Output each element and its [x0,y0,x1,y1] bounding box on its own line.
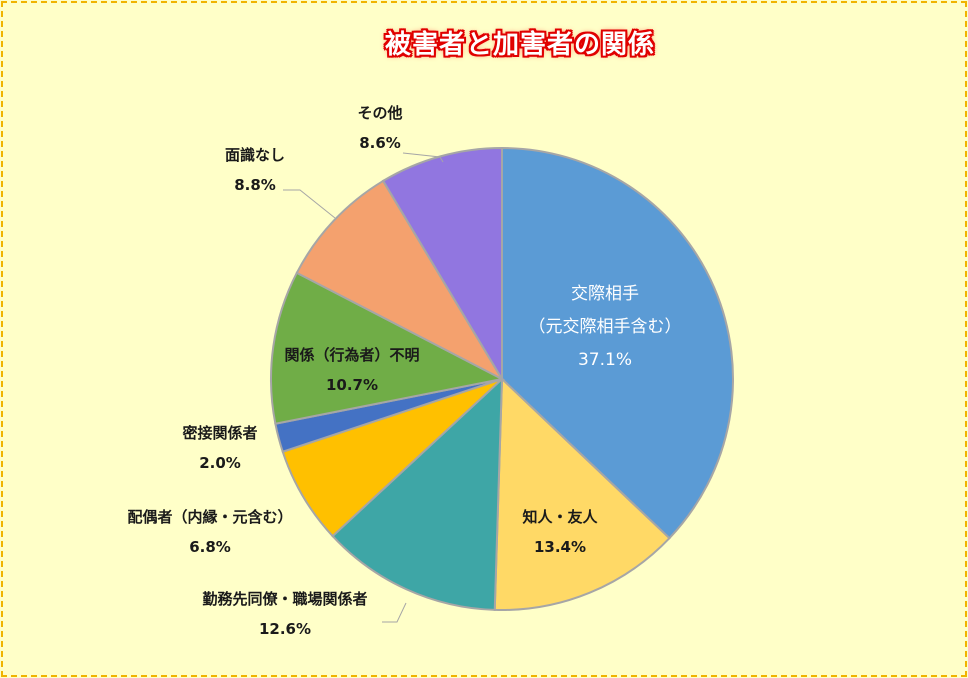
leader-lines [283,152,444,623]
label-spouse: 配偶者（内縁・元含む） 6.8% [110,502,310,562]
label-other: その他 8.6% [330,98,430,158]
label-no-acquaintance-name: 面識なし [224,146,285,164]
leader-line-no-acquaintance [283,189,336,219]
pie-slice [493,376,671,611]
label-unknown: 関係（行為者）不明 10.7% [272,340,432,400]
label-partner: 交際相手 （元交際相手含む） 37.1% [525,278,685,377]
label-other-value: 8.6% [359,134,401,152]
label-partner-line1: 交際相手 [571,284,639,304]
label-no-acquaintance-value: 8.8% [234,176,276,194]
label-friend-value: 13.4% [533,538,587,556]
label-spouse-name: 配偶者（内縁・元含む） [127,508,293,526]
label-unknown-name: 関係（行為者）不明 [284,346,420,364]
chart-title: 被害者と加害者の関係 [384,30,655,60]
pie-slice [270,271,506,425]
label-other-name: その他 [357,104,403,122]
label-partner-line2: （元交際相手含む） [528,317,682,337]
label-close-relation: 密接関係者 2.0% [160,418,280,478]
label-unknown-value: 10.7% [325,376,379,394]
label-friend-name: 知人・友人 [522,508,598,526]
leader-line-workplace [382,602,407,623]
label-workplace: 勤務先同僚・職場関係者 12.6% [175,584,395,644]
label-spouse-value: 6.8% [189,538,231,556]
pie-slice [381,146,503,383]
pie-slices [270,146,734,611]
label-no-acquaintance: 面識なし 8.8% [205,140,305,200]
label-workplace-value: 12.6% [258,620,312,638]
label-partner-value: 37.1% [577,350,632,370]
label-friend: 知人・友人 13.4% [510,502,610,562]
label-workplace-name: 勤務先同僚・職場関係者 [202,590,368,608]
pie-slice [331,376,504,611]
leader-line-other [402,152,444,163]
pie-slice [501,146,734,540]
label-close-relation-value: 2.0% [199,454,241,472]
pie-slice [295,179,505,382]
label-close-relation-name: 密接関係者 [182,424,258,442]
